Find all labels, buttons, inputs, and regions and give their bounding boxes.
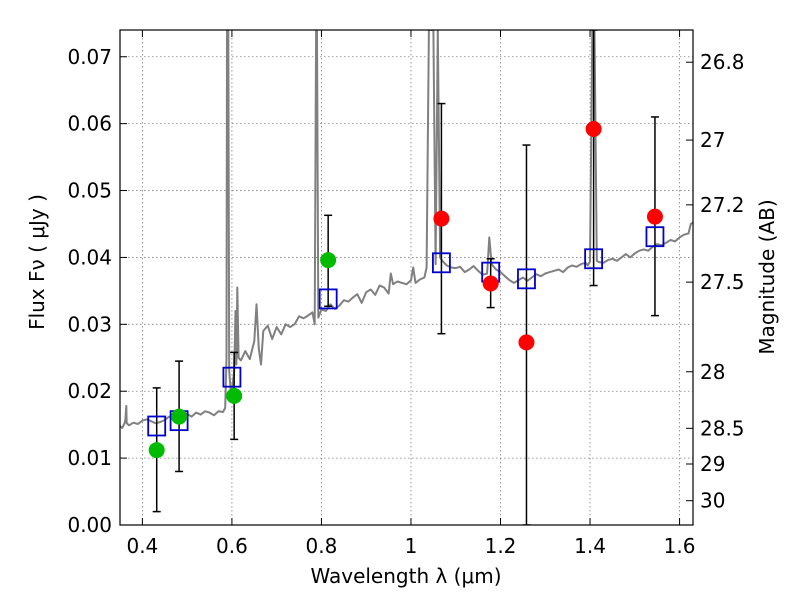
observed-photometry-series [148,121,663,459]
x-tick-label: 1.4 [574,534,606,558]
y-axis-right-label: Magnitude (AB) [755,199,779,354]
x-axis-label: Wavelength λ (μm) [310,564,501,588]
y-tick-label: 0.00 [67,513,112,537]
spectrum-series [120,30,693,429]
y-tick-label: 0.04 [67,245,112,269]
model-photometry-box [147,415,167,437]
mag-tick-label: 29 [700,452,725,476]
model-photometry-box [222,366,242,388]
mag-tick-label: 27 [700,128,725,152]
mag-tick-label: 28 [700,360,725,384]
x-tick-label: 0.6 [216,534,248,558]
y-tick-label: 0.07 [67,45,112,69]
axes-ticks: 0.4 0.6 0.8 1 1.2 1.4 1.6 0.00 0.01 0.02 0.03 0.04 0… [67,30,745,558]
model-photometry-box [432,252,451,274]
mag-tick-label: 27.2 [700,193,745,217]
y-axis-label: Flux Fν ( μJy ) [25,194,49,330]
y-tick-label: 0.02 [67,379,112,403]
y-tick-label: 0.03 [67,312,112,336]
mag-tick-label: 28.5 [700,416,745,440]
model-photometry-box [318,288,338,310]
observed-point-green [226,387,243,404]
x-tick-label: 1.6 [664,534,696,558]
observed-point-red [585,121,602,137]
observed-point-green [171,408,188,425]
x-tick-label: 0.8 [306,534,338,558]
y-tick-label: 0.01 [67,446,112,470]
observed-point-green [148,442,165,459]
x-tick-label: 0.4 [126,534,158,558]
model-photometry-box [517,268,536,290]
model-photometry-box [584,248,604,270]
model-photometry-series [147,226,665,437]
mag-tick-label: 30 [700,489,725,513]
y-tick-label: 0.06 [67,112,112,136]
observed-point-green [320,252,337,269]
model-photometry-box [645,226,665,248]
observed-point-red [518,334,535,351]
plot-frame [119,29,694,526]
observed-point-red [433,210,450,227]
spectrum-line [120,30,693,429]
x-tick-label: 1.2 [485,534,517,558]
grid [120,30,693,525]
observed-point-red [482,275,499,292]
mag-tick-label: 27.5 [700,270,745,294]
observed-point-red [646,208,663,225]
x-tick-label: 1 [405,534,418,558]
y-tick-label: 0.05 [67,179,112,203]
mag-tick-label: 26.8 [700,50,745,74]
